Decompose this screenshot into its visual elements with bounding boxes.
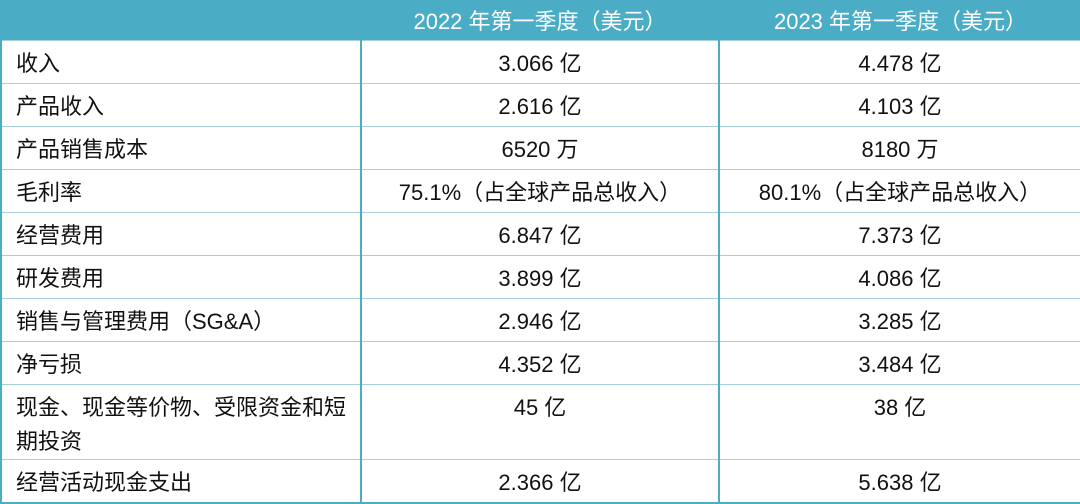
- value-cell: 3.285 亿: [718, 298, 1080, 342]
- value-cell: 3.484 亿: [718, 341, 1080, 385]
- table-row: 收入 3.066 亿 4.478 亿: [0, 40, 1080, 84]
- table-row: 毛利率 75.1%（占全球产品总收入） 80.1%（占全球产品总收入）: [0, 169, 1080, 213]
- table-header: 2022 年第一季度（美元） 2023 年第一季度（美元）: [0, 0, 1080, 41]
- value-cell: 75.1%（占全球产品总收入）: [360, 169, 720, 213]
- value-cell: 6.847 亿: [360, 212, 720, 256]
- value-cell: 3.066 亿: [360, 40, 720, 84]
- header-cell: 2022 年第一季度（美元）: [360, 0, 719, 41]
- table-row: 净亏损 4.352 亿 3.484 亿: [0, 341, 1080, 385]
- row-label: 经营活动现金支出: [0, 459, 362, 504]
- value-cell: 38 亿: [718, 384, 1080, 460]
- value-cell: 3.899 亿: [360, 255, 720, 299]
- value-cell: 4.103 亿: [718, 83, 1080, 127]
- header-blank: [0, 0, 361, 41]
- value-cell: 7.373 亿: [718, 212, 1080, 256]
- value-cell: 2.616 亿: [360, 83, 720, 127]
- value-cell: 4.086 亿: [718, 255, 1080, 299]
- row-label: 产品销售成本: [0, 126, 362, 170]
- row-label: 研发费用: [0, 255, 362, 299]
- table-row: 经营活动现金支出 2.366 亿 5.638 亿: [0, 459, 1080, 504]
- table-body: 收入 3.066 亿 4.478 亿产品收入 2.616 亿 4.103 亿产品销售成本…: [0, 40, 1080, 504]
- value-cell: 45 亿: [360, 384, 720, 460]
- row-label: 净亏损: [0, 341, 362, 385]
- value-cell: 4.478 亿: [718, 40, 1080, 84]
- row-label: 现金、现金等价物、受限资金和短期投资: [0, 384, 362, 460]
- row-label: 销售与管理费用（SG&A）: [0, 298, 362, 342]
- row-label: 收入: [0, 40, 362, 84]
- value-cell: 6520 万: [360, 126, 720, 170]
- header-cell: 2023 年第一季度（美元）: [718, 0, 1080, 41]
- row-label: 毛利率: [0, 169, 362, 213]
- table-row: 研发费用 3.899 亿 4.086 亿: [0, 255, 1080, 299]
- header-row: 2022 年第一季度（美元） 2023 年第一季度（美元）: [0, 0, 1080, 41]
- value-cell: 2.946 亿: [360, 298, 720, 342]
- value-cell: 2.366 亿: [360, 459, 720, 504]
- value-cell: 80.1%（占全球产品总收入）: [718, 169, 1080, 213]
- table-row: 销售与管理费用（SG&A） 2.946 亿 3.285 亿: [0, 298, 1080, 342]
- table-row: 经营费用 6.847 亿 7.373 亿: [0, 212, 1080, 256]
- table-row: 产品收入 2.616 亿 4.103 亿: [0, 83, 1080, 127]
- row-label: 经营费用: [0, 212, 362, 256]
- table-row: 产品销售成本 6520 万 8180 万: [0, 126, 1080, 170]
- value-cell: 8180 万: [718, 126, 1080, 170]
- value-cell: 5.638 亿: [718, 459, 1080, 504]
- table-row: 现金、现金等价物、受限资金和短期投资 45 亿 38 亿: [0, 384, 1080, 460]
- row-label: 产品收入: [0, 83, 362, 127]
- value-cell: 4.352 亿: [360, 341, 720, 385]
